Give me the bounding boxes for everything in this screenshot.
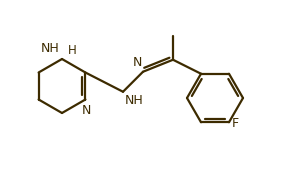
Text: N: N bbox=[82, 103, 91, 116]
Text: F: F bbox=[232, 117, 239, 130]
Text: NH: NH bbox=[125, 94, 144, 107]
Text: NH: NH bbox=[40, 42, 59, 55]
Text: H: H bbox=[68, 44, 77, 57]
Text: N: N bbox=[133, 56, 142, 69]
